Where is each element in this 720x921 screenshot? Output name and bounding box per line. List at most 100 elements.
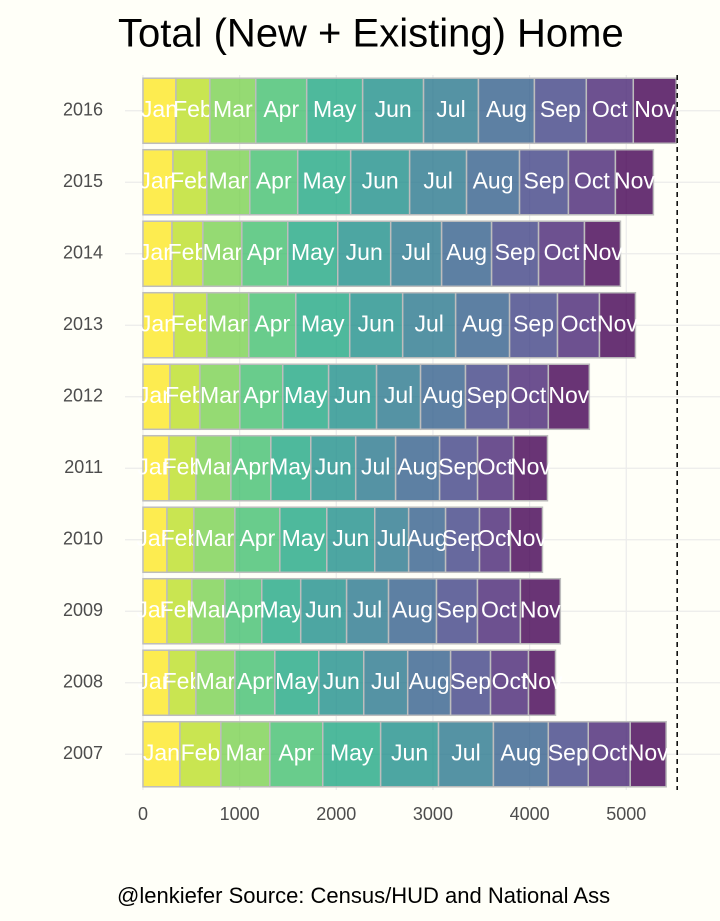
bar-segment bbox=[375, 363, 422, 431]
segment-label: May bbox=[282, 525, 326, 551]
bar-segment bbox=[175, 77, 211, 145]
segment-label: Sep bbox=[450, 668, 491, 694]
bar-segment bbox=[583, 220, 622, 288]
bar-segment bbox=[507, 363, 550, 431]
bar-segment bbox=[261, 577, 302, 645]
segment-label: Aug bbox=[409, 668, 450, 694]
segment-label: May bbox=[330, 739, 374, 765]
bar-segment bbox=[349, 148, 411, 216]
segment-label: Oct bbox=[561, 310, 597, 336]
bar-segment bbox=[444, 506, 481, 574]
segment-label: Mar bbox=[213, 96, 253, 122]
bar-segment bbox=[234, 506, 281, 574]
y-tick-label: 2010 bbox=[63, 529, 103, 549]
segment-label: Feb bbox=[173, 96, 213, 122]
segment-label: Aug bbox=[407, 525, 448, 551]
segment-label: Jul bbox=[353, 596, 382, 622]
bar-segment bbox=[354, 434, 397, 502]
segment-label: Mar bbox=[226, 739, 266, 765]
segment-label: Apr bbox=[256, 167, 292, 193]
bar-segment bbox=[406, 649, 452, 717]
segment-label: Aug bbox=[397, 453, 438, 479]
segment-label: Feb bbox=[165, 382, 205, 408]
segment-label: Mar bbox=[200, 382, 240, 408]
bar-segment bbox=[401, 291, 457, 359]
bar-segment bbox=[173, 291, 208, 359]
bar-segment bbox=[296, 148, 352, 216]
segment-label: Nov bbox=[522, 668, 563, 694]
bar-segment bbox=[477, 77, 536, 145]
segment-label: Jun bbox=[315, 453, 352, 479]
segment-label: Jul bbox=[377, 525, 406, 551]
bar-segment bbox=[490, 220, 540, 288]
segment-label: Nov bbox=[548, 382, 589, 408]
segment-label: Mar bbox=[196, 668, 236, 694]
segment-label: May bbox=[301, 310, 345, 336]
bar-segment bbox=[279, 506, 328, 574]
segment-label: May bbox=[302, 167, 346, 193]
x-tick-label: 5000 bbox=[606, 804, 646, 824]
segment-label: Aug bbox=[500, 739, 541, 765]
x-tick-label: 4000 bbox=[510, 804, 550, 824]
segment-label: Apr bbox=[233, 453, 269, 479]
segment-label: Aug bbox=[462, 310, 503, 336]
segment-label: Oct bbox=[481, 596, 517, 622]
bar-segment bbox=[614, 148, 655, 216]
segment-label: Oct bbox=[592, 96, 628, 122]
y-tick-label: 2014 bbox=[63, 243, 103, 263]
bar-segment bbox=[598, 291, 637, 359]
segment-label: Nov bbox=[520, 596, 561, 622]
bar-segment bbox=[437, 720, 495, 788]
segment-label: Jun bbox=[358, 310, 395, 336]
bar-segment bbox=[142, 220, 173, 288]
bar-segment bbox=[299, 577, 348, 645]
bar-segment bbox=[387, 577, 438, 645]
bar-segment bbox=[220, 720, 271, 788]
bar-segment bbox=[287, 220, 339, 288]
bar-segment bbox=[407, 506, 447, 574]
bar-segment bbox=[142, 649, 170, 717]
bar-segment bbox=[168, 434, 197, 502]
bar-segment bbox=[305, 77, 364, 145]
bar-segment bbox=[361, 77, 425, 145]
bar-segment bbox=[419, 363, 467, 431]
segment-label: May bbox=[269, 453, 313, 479]
y-tick-label: 2007 bbox=[63, 743, 103, 763]
segment-label: Apr bbox=[225, 596, 261, 622]
bar-segment bbox=[537, 220, 586, 288]
segment-label: Sep bbox=[466, 382, 507, 408]
bars: Jan Feb Mar Apr May Jun Jul Aug Sep Oct NovJanFebM… bbox=[136, 77, 677, 788]
bar-segment bbox=[527, 649, 557, 717]
bar-segment bbox=[142, 434, 170, 502]
segment-label: Jun bbox=[332, 525, 369, 551]
segment-label: Aug bbox=[392, 596, 433, 622]
segment-label: Sep bbox=[540, 96, 581, 122]
segment-label: May bbox=[313, 96, 357, 122]
segment-label: Sep bbox=[495, 239, 536, 265]
segment-label: Nov bbox=[510, 453, 551, 479]
x-tick-label: 2000 bbox=[316, 804, 356, 824]
bar-segment bbox=[389, 220, 443, 288]
x-tick-label: 0 bbox=[138, 804, 148, 824]
bar-segment bbox=[518, 148, 570, 216]
segment-label: Nov bbox=[597, 310, 638, 336]
bar-segment bbox=[336, 220, 392, 288]
segment-label: Aug bbox=[486, 96, 527, 122]
segment-label: Jan bbox=[141, 96, 178, 122]
bar-segment bbox=[533, 77, 588, 145]
segment-label: Nov bbox=[582, 239, 623, 265]
segment-label: Oct bbox=[510, 382, 546, 408]
segment-label: Jan bbox=[143, 739, 180, 765]
caption: @lenkiefer Source: Census/HUD and Nation… bbox=[117, 883, 610, 908]
bar-segment bbox=[230, 434, 272, 502]
bar-segment bbox=[327, 363, 378, 431]
bar-segment bbox=[374, 506, 410, 574]
segment-label: Apr bbox=[237, 668, 273, 694]
chart-title: Total (New + Existing) Home bbox=[118, 12, 624, 56]
bar-segment bbox=[172, 148, 208, 216]
bar-segment bbox=[249, 148, 299, 216]
segment-label: Apr bbox=[254, 310, 290, 336]
y-tick-label: 2009 bbox=[63, 600, 103, 620]
bar-segment bbox=[632, 77, 677, 145]
